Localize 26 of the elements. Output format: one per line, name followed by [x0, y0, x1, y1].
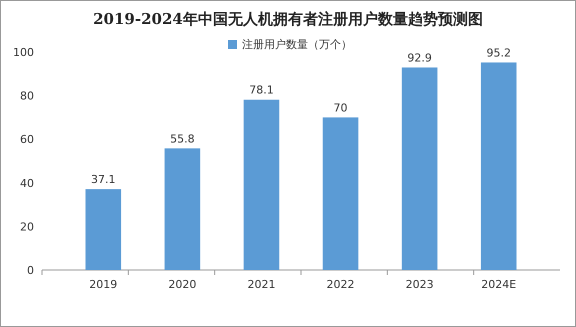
- y-tick-label: 20: [20, 220, 34, 234]
- bar: [480, 62, 517, 270]
- data-label: 78.1: [249, 84, 274, 97]
- data-label: 95.2: [486, 46, 511, 60]
- x-tick-label: 2021: [247, 278, 276, 291]
- bar: [85, 189, 122, 270]
- data-label: 37.1: [91, 173, 116, 186]
- y-tick-label: 40: [20, 176, 34, 190]
- x-tick-label: 2020: [168, 278, 196, 291]
- x-tick-label: 2019: [89, 278, 118, 291]
- x-tick-label: 2022: [326, 278, 355, 291]
- y-tick-label: 100: [13, 46, 34, 59]
- legend-label: 注册用户数量（万个）: [242, 38, 352, 51]
- bar: [164, 148, 200, 270]
- y-tick-label: 60: [20, 133, 34, 146]
- bar: [402, 67, 438, 270]
- data-label: 55.8: [170, 132, 195, 146]
- bar: [244, 100, 280, 270]
- y-tick-label: 80: [20, 90, 34, 103]
- data-label: 70: [334, 101, 348, 114]
- x-tick-label: 2023: [406, 278, 434, 291]
- y-tick-label: 0: [27, 264, 34, 277]
- x-tick-label: 2024E: [481, 278, 516, 291]
- data-label: 92.9: [407, 51, 432, 64]
- bar: [322, 117, 358, 270]
- chart-title: 2019-2024年中国无人机拥有者注册用户数量趋势预测图: [93, 10, 483, 28]
